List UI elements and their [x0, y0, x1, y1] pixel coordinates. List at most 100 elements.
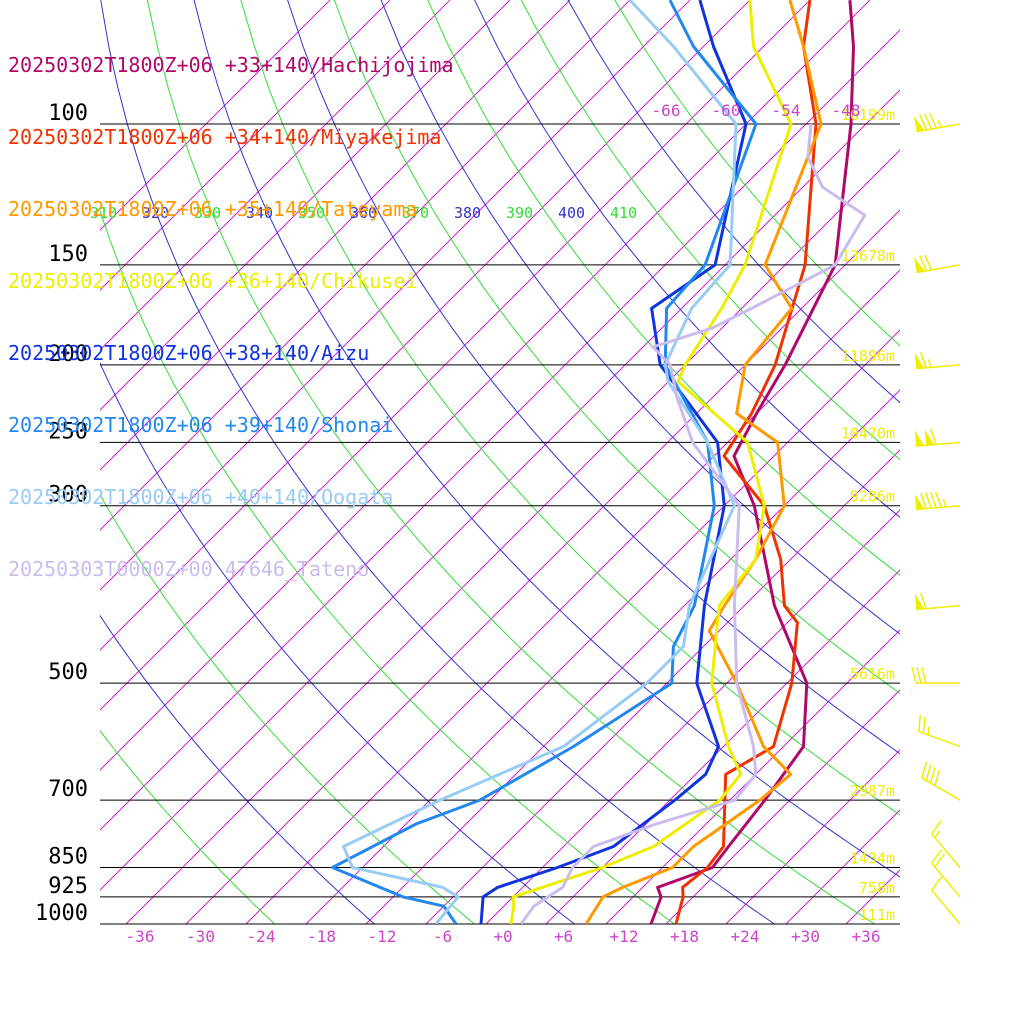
x-tick-label: -12	[368, 927, 397, 946]
dry-adiabat-line	[380, 0, 900, 635]
wind-barb-staff	[916, 364, 961, 370]
isotherm-line	[100, 0, 811, 711]
wind-barb-feather	[921, 666, 927, 684]
x-tick-label: +30	[791, 927, 820, 946]
profile-tateyama	[584, 0, 823, 924]
wind-barb-half-feather	[937, 119, 942, 128]
theta-label: 400	[558, 204, 585, 222]
wind-barb-feather	[925, 764, 932, 781]
profile-47646_tateno	[519, 123, 867, 924]
isotherm-line	[725, 749, 900, 924]
wind-barb-half-feather	[927, 726, 930, 735]
dry-adiabat-line	[100, 614, 376, 924]
wind-barb-staff	[931, 889, 961, 925]
profile-shonai	[331, 0, 758, 924]
wind-barb	[911, 666, 960, 684]
height-label-300: 9286m	[850, 488, 895, 506]
x-tick-label: -24	[247, 927, 276, 946]
x-tick-label: -36	[126, 927, 155, 946]
isotherm-line	[100, 0, 691, 591]
wind-barb-feather	[919, 114, 928, 131]
wind-barb-staff	[916, 123, 961, 133]
wind-barb-staff	[916, 604, 961, 611]
wind-barb-feather	[920, 492, 927, 509]
theta-label: 350	[298, 204, 325, 222]
isotherm-line	[485, 509, 900, 924]
height-label-1000: 111m	[859, 906, 895, 924]
profile-aizu	[479, 0, 748, 924]
theta-label: 310	[90, 204, 117, 222]
wind-barb-feather	[917, 714, 922, 732]
isotherm-line	[785, 809, 900, 924]
pressure-label-1000: 1000	[35, 901, 88, 926]
isotherm-line	[100, 29, 900, 831]
wind-barb-staff	[921, 777, 961, 801]
dry-adiabat-line	[287, 0, 900, 755]
pressure-label-500: 500	[48, 660, 88, 685]
legend-entry-shonai: 20250302T1800Z+06 +39+140/Shonai	[8, 413, 394, 437]
theta-label: 370	[402, 204, 429, 222]
theta-label: 380	[454, 204, 481, 222]
legend-entry-oogata: 20250302T1800Z+06 +40+140/Oogata	[8, 485, 394, 509]
wind-barb	[914, 428, 961, 447]
wind-barb-feather	[931, 876, 943, 891]
dry-adiabat-line	[100, 361, 576, 924]
dry-adiabat-line	[100, 0, 776, 924]
x-tick-label: +24	[731, 927, 760, 946]
wind-barb	[914, 592, 961, 611]
isotherm-line	[425, 449, 900, 924]
dry-adiabat-line	[474, 0, 900, 518]
x-tick-label: +0	[493, 927, 512, 946]
pressure-label-250: 250	[48, 419, 88, 444]
isotherm-line	[100, 89, 900, 891]
wind-barb-feather	[929, 767, 936, 784]
theta-label: 390	[506, 204, 533, 222]
pressure-label-200: 200	[48, 342, 88, 367]
wind-barb-pennant	[924, 429, 935, 446]
dry-adiabat-line	[240, 0, 900, 816]
temperature-profiles	[331, 0, 867, 924]
wind-barb-staff	[918, 730, 961, 748]
wind-barb-pennant	[914, 352, 925, 369]
dry-adiabat-line	[520, 0, 900, 461]
height-label-100: 16199m	[841, 106, 895, 124]
dry-adiabat-line	[100, 209, 676, 924]
legend-entry-aizu: 20250302T1800Z+06 +38+140/Aizu	[8, 341, 370, 365]
isotherm-label: -48	[832, 101, 861, 120]
dry-adiabat-line	[333, 0, 900, 695]
theta-label: 360	[350, 204, 377, 222]
isotherm-line	[305, 329, 900, 924]
wind-barb-feather	[920, 592, 927, 609]
wind-barb-feather	[925, 492, 932, 509]
wind-barb-feather	[928, 112, 938, 129]
wind-barb-staff	[916, 264, 961, 274]
wind-barb-feather	[921, 762, 928, 779]
height-label-925: 758m	[859, 879, 895, 897]
pressure-label-700: 700	[48, 777, 88, 802]
wind-barb	[913, 112, 961, 133]
isotherm-line	[100, 0, 511, 411]
isotherm-line	[906, 0, 1024, 924]
wind-barb-pennant	[913, 256, 925, 273]
wind-barb-feather	[920, 351, 927, 369]
theta-label: 410	[610, 204, 637, 222]
height-label-250: 10470m	[841, 424, 895, 442]
pressure-label-300: 300	[48, 483, 88, 508]
isotherm-line	[100, 0, 571, 471]
legend-entry-tateyama: 20250302T1800Z+06 +35+140/Tateyama	[8, 197, 418, 221]
wind-barb	[931, 849, 961, 898]
isotherm-line	[125, 149, 900, 924]
wind-barb-feather	[919, 255, 928, 272]
isotherm-line	[545, 569, 900, 924]
pressure-label-100: 100	[48, 101, 88, 126]
wind-barb-staff	[931, 833, 961, 869]
wind-barb-feather	[911, 666, 917, 684]
wind-barb-feather	[931, 820, 943, 835]
height-label-150: 13678m	[841, 247, 895, 265]
legend-entry-tateno: 20250303T0000Z+00 47646_Tateno	[8, 557, 370, 581]
height-label-700: 2987m	[850, 782, 895, 800]
legend-entry-hachijojima: 20250302T1800Z+06 +33+140/Hachijojima	[8, 53, 454, 77]
x-tick-label: +6	[554, 927, 573, 946]
theta-label: 340	[246, 204, 273, 222]
